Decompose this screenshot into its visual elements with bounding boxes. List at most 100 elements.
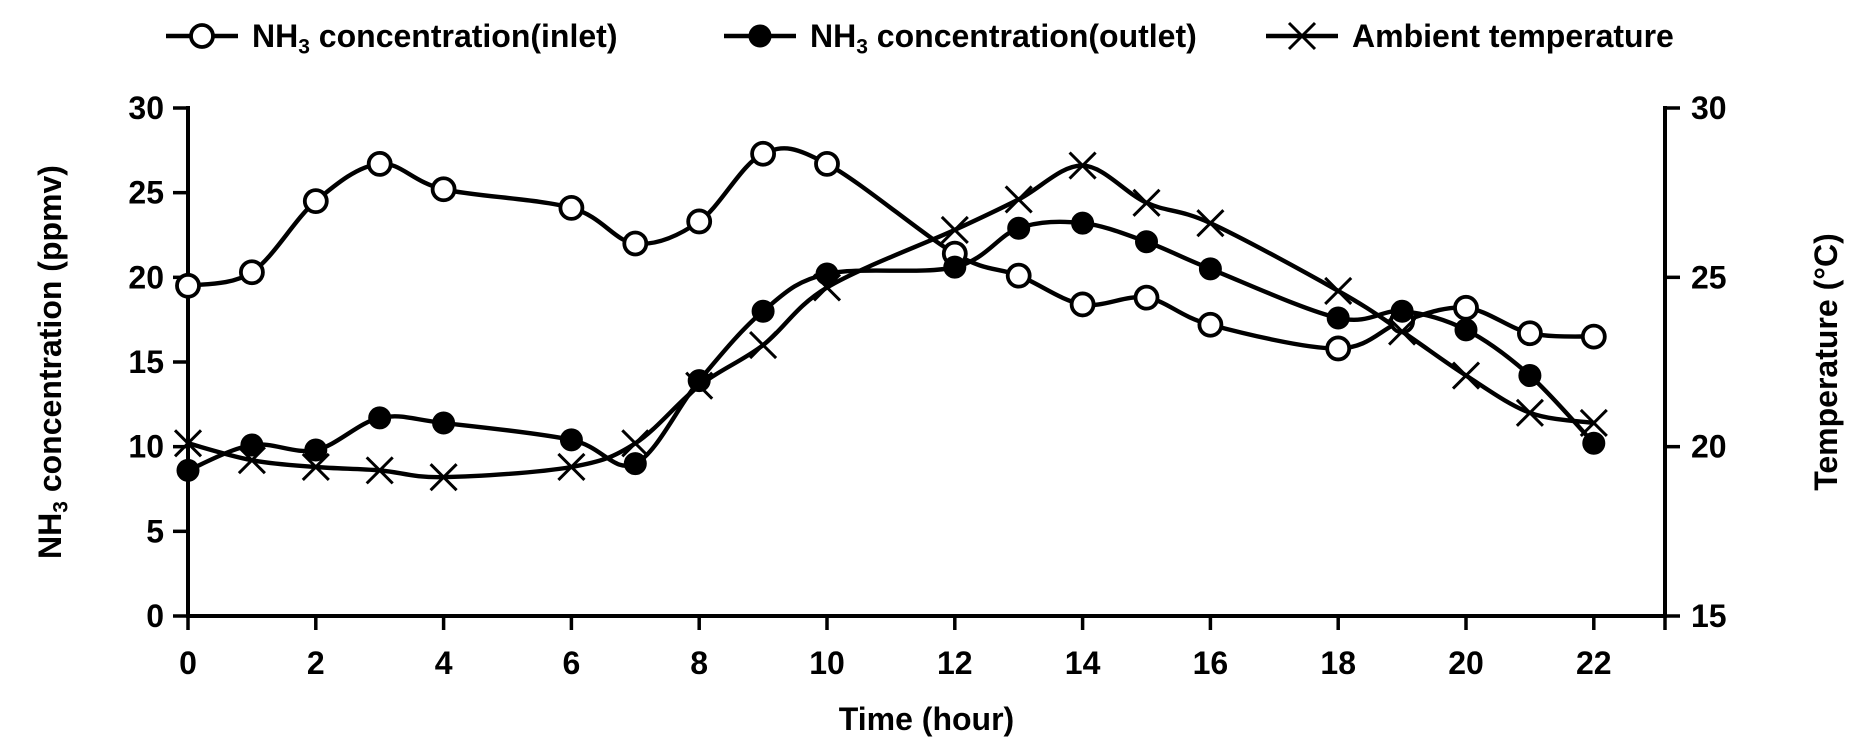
ambient-marker bbox=[557, 452, 586, 482]
ambient-marker bbox=[1196, 209, 1225, 238]
outlet-marker bbox=[943, 255, 967, 279]
outlet-marker bbox=[623, 452, 647, 476]
y-right-tick-label: 20 bbox=[1691, 429, 1727, 465]
y-left-tick-label: 20 bbox=[128, 259, 164, 295]
y-axis-left-ticks: 0 5 10 15 20 25 30 bbox=[128, 90, 188, 634]
outlet-marker bbox=[1326, 306, 1350, 330]
ambient-line bbox=[185, 163, 1596, 480]
x-tick-label: 22 bbox=[1576, 645, 1612, 681]
y-right-tick-label: 15 bbox=[1691, 598, 1727, 634]
x-tick-label: 8 bbox=[690, 645, 708, 681]
x-tick-label: 16 bbox=[1193, 645, 1229, 681]
x-tick-label: 10 bbox=[809, 645, 845, 681]
legend-label-outlet: NH3 concentration(outlet) bbox=[810, 18, 1197, 58]
inlet-marker bbox=[366, 150, 393, 177]
inlet-marker bbox=[750, 140, 776, 167]
y-axis-left-title: NH3 concentration (ppmv) bbox=[32, 165, 72, 559]
inlet-marker bbox=[686, 208, 713, 235]
y-left-tick-label: 5 bbox=[146, 513, 164, 549]
inlet-marker bbox=[1133, 284, 1160, 311]
ambient-marker bbox=[812, 273, 842, 302]
outlet-marker bbox=[1518, 364, 1542, 388]
outlet-marker bbox=[368, 406, 392, 430]
ambient-marker bbox=[365, 456, 394, 485]
x-axis-title: Time (hour) bbox=[839, 701, 1014, 737]
inlet-marker bbox=[430, 176, 457, 203]
legend-item-outlet: NH3 concentration(outlet) bbox=[724, 18, 1197, 58]
series-markers bbox=[173, 140, 1608, 492]
y-left-tick-label: 25 bbox=[128, 175, 164, 211]
x-tick-label: 12 bbox=[937, 645, 973, 681]
inlet-marker bbox=[238, 259, 265, 286]
legend-item-inlet: NH3 concentration(inlet) bbox=[166, 18, 617, 58]
outlet-marker bbox=[559, 428, 583, 452]
ambient-marker bbox=[237, 446, 266, 475]
ambient-marker bbox=[1068, 151, 1097, 180]
ambient-marker bbox=[1451, 361, 1481, 390]
inlet-marker bbox=[1325, 335, 1352, 362]
outlet-marker bbox=[1071, 211, 1095, 235]
x-tick-label: 0 bbox=[179, 645, 197, 681]
inlet-marker bbox=[1517, 320, 1543, 347]
x-tick-label: 20 bbox=[1448, 645, 1484, 681]
x-tick-label: 2 bbox=[307, 645, 325, 681]
x-title-text: Time (hour) bbox=[839, 701, 1014, 737]
y-left-tick-label: 30 bbox=[128, 90, 164, 126]
inlet-marker bbox=[302, 188, 329, 215]
x-tick-label: 14 bbox=[1065, 645, 1101, 681]
y-left-tick-label: 0 bbox=[146, 598, 164, 634]
ambient-marker bbox=[429, 463, 458, 492]
y-right-tick-label: 30 bbox=[1691, 90, 1727, 126]
y-right-tick-label: 25 bbox=[1691, 259, 1727, 295]
outlet-marker bbox=[1007, 216, 1031, 240]
outlet-marker bbox=[1198, 257, 1222, 281]
ambient-marker bbox=[1324, 276, 1353, 305]
outlet-marker bbox=[432, 411, 456, 435]
inlet-marker bbox=[1197, 311, 1224, 338]
x-axis-ticks: 0 2 4 6 8 10 12 14 16 18 20 22 bbox=[179, 616, 1667, 681]
inlet-marker bbox=[1453, 294, 1479, 321]
outlet-marker bbox=[1135, 230, 1158, 254]
ambient-marker bbox=[940, 215, 969, 244]
y-left-tick-label: 15 bbox=[128, 344, 164, 380]
y-left-title-text: NH3 concentration (ppmv) bbox=[32, 165, 72, 559]
outlet-line bbox=[185, 219, 1596, 473]
legend-x-cross bbox=[1287, 21, 1317, 51]
inlet-marker bbox=[1580, 323, 1607, 350]
ambient-marker bbox=[301, 452, 330, 482]
outlet-marker bbox=[687, 369, 711, 393]
ambient-marker bbox=[1132, 188, 1161, 217]
inlet-marker bbox=[558, 195, 585, 221]
inlet-line bbox=[185, 146, 1596, 351]
legend: NH3 concentration(inlet) NH3 concentratio… bbox=[166, 18, 1674, 58]
outlet-marker bbox=[751, 299, 775, 323]
ambient-marker bbox=[1388, 317, 1417, 346]
ambient-marker bbox=[1579, 408, 1608, 438]
y-axis-right-title: Temperature (°C) bbox=[1808, 233, 1844, 491]
ambient-marker bbox=[1004, 185, 1033, 214]
inlet-marker bbox=[1005, 262, 1032, 289]
inlet-marker bbox=[1069, 291, 1096, 318]
legend-filled-circle bbox=[748, 24, 772, 48]
inlet-marker bbox=[814, 150, 840, 177]
ambient-marker bbox=[1515, 398, 1544, 427]
outlet-marker bbox=[1582, 431, 1606, 455]
y-left-tick-label: 10 bbox=[128, 429, 164, 465]
ambient-marker bbox=[173, 429, 203, 458]
y-axis-right-ticks: 15 20 25 30 bbox=[1665, 90, 1727, 634]
outlet-marker bbox=[240, 433, 264, 457]
inlet-marker bbox=[175, 272, 201, 299]
y-right-title-text: Temperature (°C) bbox=[1808, 233, 1844, 491]
x-tick-label: 18 bbox=[1320, 645, 1356, 681]
outlet-marker bbox=[815, 262, 839, 286]
x-tick-label: 6 bbox=[563, 645, 581, 681]
ambient-marker bbox=[749, 331, 778, 360]
outlet-marker bbox=[304, 438, 328, 462]
ambient-marker bbox=[621, 429, 650, 458]
x-tick-label: 4 bbox=[435, 645, 453, 681]
outlet-marker bbox=[1390, 299, 1414, 323]
outlet-marker bbox=[1454, 318, 1478, 342]
series-lines bbox=[185, 146, 1596, 480]
